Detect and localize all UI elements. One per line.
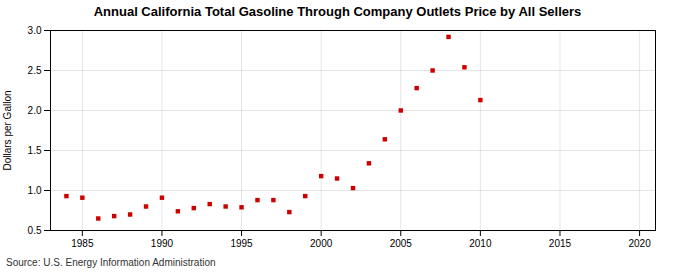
svg-text:0.5: 0.5 <box>28 225 42 236</box>
svg-text:Dollars per Gallon: Dollars per Gallon <box>2 90 13 170</box>
svg-text:3.0: 3.0 <box>28 25 42 36</box>
svg-text:1985: 1985 <box>71 238 94 249</box>
svg-text:2010: 2010 <box>469 238 492 249</box>
html-text:Annual California Total Gasoli: Annual California Total Gasoline Through… <box>93 4 582 19</box>
svg-text:1.0: 1.0 <box>28 185 42 196</box>
svg-text:1.5: 1.5 <box>28 145 42 156</box>
svg-text:1990: 1990 <box>151 238 174 249</box>
svg-text:2.5: 2.5 <box>28 65 42 76</box>
svg-text:2.0: 2.0 <box>28 105 42 116</box>
svg-text:2020: 2020 <box>628 238 651 249</box>
svg-text:2015: 2015 <box>549 238 572 249</box>
svg-text:2005: 2005 <box>390 238 413 249</box>
svg-text:1995: 1995 <box>230 238 253 249</box>
html-text:Source: U.S. Energy Informatio: Source: U.S. Energy Information Administ… <box>6 257 216 268</box>
svg-text:2000: 2000 <box>310 238 333 249</box>
